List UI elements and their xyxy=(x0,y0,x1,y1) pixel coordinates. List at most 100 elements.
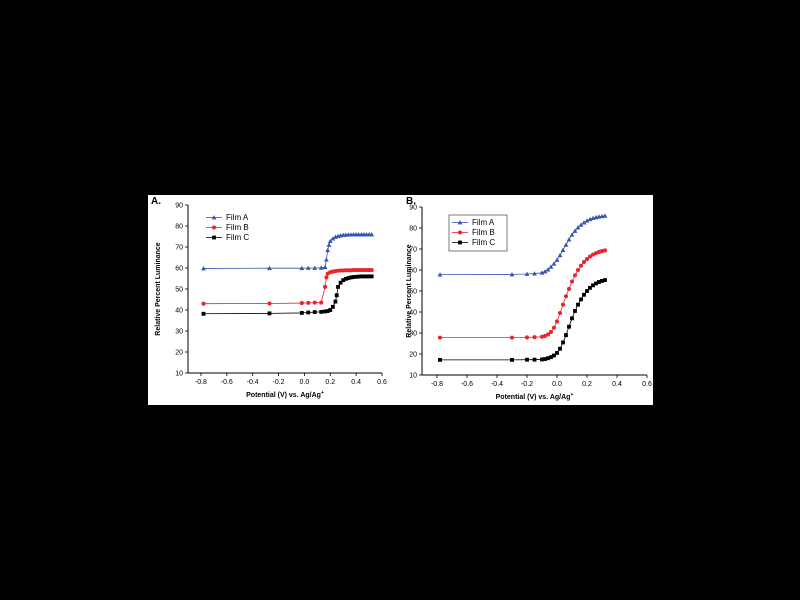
data-point xyxy=(581,259,587,265)
data-point xyxy=(364,274,369,279)
data-point xyxy=(319,309,324,314)
y-axis-title: Relative Percent Luminance xyxy=(406,244,413,337)
data-point xyxy=(438,357,442,362)
data-point xyxy=(602,213,608,218)
x-tick-label: -0.4 xyxy=(247,379,259,386)
y-tick-label: 20 xyxy=(175,350,183,357)
y-tick-label: 60 xyxy=(409,268,417,275)
x-axis-title: Potential (V) vs. Ag/Ag+ xyxy=(246,390,324,399)
x-tick-label: 0.6 xyxy=(377,379,387,386)
data-point xyxy=(569,232,575,237)
x-axis-title-text: Potential (V) vs. Ag/Ag xyxy=(496,394,571,401)
data-point xyxy=(318,265,324,270)
series-film-a xyxy=(437,213,608,277)
legend-marker xyxy=(211,225,217,230)
data-point xyxy=(572,273,578,278)
data-point xyxy=(306,310,311,315)
data-point xyxy=(557,252,563,258)
data-point xyxy=(509,272,515,277)
data-point xyxy=(325,247,331,253)
x-tick-label: 0.0 xyxy=(552,381,562,388)
data-point xyxy=(560,247,566,252)
data-point xyxy=(545,267,551,272)
data-point xyxy=(201,301,206,306)
data-point xyxy=(369,274,374,279)
figure: A. 10 20 30 40 50 60 70 80 90 -0.8 -0.6 -0.4 -0.2 0.0 0… xyxy=(148,195,653,405)
data-point xyxy=(323,309,328,314)
data-point xyxy=(548,264,554,269)
legend-item-label: Film B xyxy=(226,223,249,232)
series-film-a xyxy=(201,232,375,271)
data-point xyxy=(532,271,537,276)
data-point xyxy=(532,335,537,340)
data-point xyxy=(201,311,206,316)
data-point xyxy=(602,248,608,253)
data-point xyxy=(552,353,556,358)
data-point xyxy=(579,297,583,302)
data-point xyxy=(581,220,587,225)
data-point xyxy=(545,332,551,337)
data-point xyxy=(299,301,304,306)
y-tick-label: 50 xyxy=(409,289,417,296)
data-point xyxy=(563,294,569,299)
panel-label: B. xyxy=(406,196,416,207)
data-point xyxy=(564,333,568,338)
data-point xyxy=(510,357,514,362)
figure-svg: A. 10 20 30 40 50 60 70 80 90 -0.8 -0.6 -0.4 -0.2 0.0 0… xyxy=(151,196,652,401)
data-point xyxy=(323,257,329,262)
data-point xyxy=(346,276,351,280)
data-point xyxy=(201,266,206,271)
data-point xyxy=(322,264,328,270)
data-point xyxy=(509,335,515,340)
data-point xyxy=(326,242,332,247)
data-point xyxy=(525,357,529,362)
data-point xyxy=(584,257,590,262)
data-point xyxy=(540,357,544,362)
data-point xyxy=(369,268,374,273)
data-point xyxy=(569,279,575,284)
data-point xyxy=(549,355,553,360)
data-point xyxy=(566,237,572,242)
data-point xyxy=(341,278,346,283)
data-point xyxy=(333,299,338,304)
data-point xyxy=(588,285,592,290)
y-tick-label: 60 xyxy=(175,266,183,273)
data-point xyxy=(334,293,339,298)
data-point xyxy=(354,274,359,279)
x-tick-label: 0.4 xyxy=(612,381,622,388)
series-film-c xyxy=(438,278,607,362)
data-point xyxy=(312,310,317,315)
data-point xyxy=(299,265,305,271)
x-axis-title: Potential (V) vs. Ag/Ag+ xyxy=(496,392,574,401)
x-axis-title-superscript: + xyxy=(321,390,324,396)
data-point xyxy=(524,335,530,340)
y-tick-label: 10 xyxy=(175,371,183,378)
data-point xyxy=(267,265,272,271)
data-point xyxy=(578,222,584,227)
x-tick-label: -0.4 xyxy=(491,381,503,388)
x-axis-title-text: Potential (V) vs. Ag/Ag xyxy=(246,392,321,399)
series-line xyxy=(440,250,606,339)
y-tick-label: 40 xyxy=(409,310,417,317)
data-point xyxy=(325,309,330,313)
data-point xyxy=(563,242,569,247)
data-point xyxy=(338,280,343,285)
legend-item-label: Film C xyxy=(472,238,495,247)
data-point xyxy=(557,311,563,316)
data-point xyxy=(267,301,272,306)
data-point xyxy=(546,356,550,361)
data-point xyxy=(369,232,375,237)
data-point xyxy=(600,279,604,283)
data-point xyxy=(587,254,593,259)
x-tick-label: -0.2 xyxy=(521,381,533,388)
series-film-b xyxy=(437,248,608,340)
data-point xyxy=(584,218,590,223)
y-tick-label: 70 xyxy=(175,245,183,252)
legend-item-label: Film A xyxy=(226,213,249,222)
data-point xyxy=(561,340,565,345)
data-point xyxy=(575,267,581,273)
data-point xyxy=(554,319,560,324)
data-point xyxy=(312,265,318,270)
y-tick-label: 40 xyxy=(175,308,183,315)
